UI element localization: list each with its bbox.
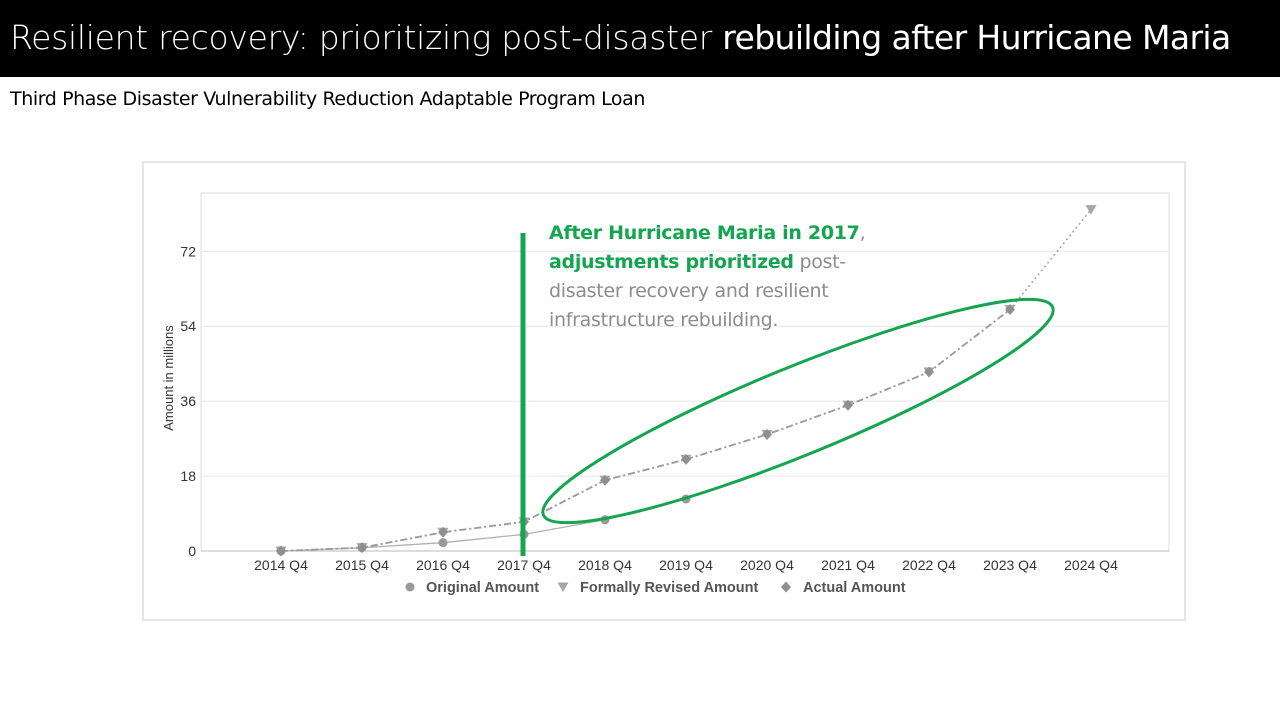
trend-highlight-ellipse bbox=[541, 297, 1055, 525]
x-tick-label-8: 2022 Q4 bbox=[902, 557, 956, 573]
legend-label-2: Actual Amount bbox=[803, 580, 906, 596]
x-tick-label-1: 2015 Q4 bbox=[335, 557, 389, 573]
annotation-bold-1: After Hurricane Maria in 2017 bbox=[549, 222, 860, 244]
y-tick-label-18: 18 bbox=[180, 468, 196, 484]
series-0-point-2 bbox=[438, 538, 448, 548]
y-axis-label: Amount in millions bbox=[161, 325, 176, 431]
slide-title: Resilient recovery: prioritizing post-di… bbox=[10, 18, 1231, 57]
slide-title-part-2: rebuilding after Hurricane Maria bbox=[722, 18, 1231, 57]
series-2-point-1 bbox=[357, 542, 367, 554]
series-2-point-0 bbox=[276, 545, 286, 557]
annotation-comma: , bbox=[859, 222, 866, 244]
legend-marker-0 bbox=[405, 582, 415, 592]
series-line-2 bbox=[280, 308, 1011, 552]
y-tick-label-36: 36 bbox=[180, 393, 196, 409]
series-2-point-9 bbox=[1005, 304, 1015, 316]
legend-label-0: Original Amount bbox=[426, 580, 539, 596]
annotation-text: After Hurricane Maria in 2017, adjustmen… bbox=[549, 219, 869, 335]
legend-layer: Original Amount Formally Revised Amount Ac… bbox=[405, 580, 906, 596]
slide-title-part-1: Resilient recovery: prioritizing post-di… bbox=[10, 18, 713, 57]
series-2-point-5 bbox=[681, 453, 691, 465]
x-tick-label-9: 2023 Q4 bbox=[983, 557, 1037, 573]
legend-marker-1 bbox=[557, 582, 569, 592]
x-tick-label-5: 2019 Q4 bbox=[659, 557, 713, 573]
y-tick-label-0: 0 bbox=[188, 543, 196, 559]
series-2-point-8 bbox=[924, 366, 934, 378]
x-tick-label-3: 2017 Q4 bbox=[497, 557, 551, 573]
title-bar bbox=[0, 0, 1280, 77]
annotation-rest: post-disaster recovery and resilient inf… bbox=[549, 251, 846, 331]
annotation-bold-2: adjustments prioritized bbox=[549, 251, 794, 273]
slide-subtitle: Third Phase Disaster Vulnerability Reduc… bbox=[10, 88, 646, 110]
x-tick-label-6: 2020 Q4 bbox=[740, 557, 794, 573]
series-2-point-2 bbox=[438, 526, 448, 538]
chart-frame bbox=[142, 161, 1186, 621]
x-tick-label-10: 2024 Q4 bbox=[1064, 557, 1118, 573]
legend-marker-2 bbox=[781, 581, 791, 593]
x-tick-label-2: 2016 Q4 bbox=[416, 557, 470, 573]
y-tick-label-72: 72 bbox=[180, 243, 196, 259]
overlay-layer bbox=[520, 233, 1055, 556]
legend-label-1: Formally Revised Amount bbox=[580, 580, 759, 596]
series-2-point-7 bbox=[843, 399, 853, 411]
x-tick-label-7: 2021 Q4 bbox=[821, 557, 875, 573]
x-tick-label-4: 2018 Q4 bbox=[578, 557, 632, 573]
x-tick-label-0: 2014 Q4 bbox=[254, 557, 308, 573]
series-2-point-4 bbox=[600, 474, 610, 486]
y-tick-label-54: 54 bbox=[180, 318, 196, 334]
series-1-point-10 bbox=[1085, 205, 1097, 215]
series-2-point-6 bbox=[762, 428, 772, 440]
series-line-0 bbox=[280, 498, 687, 552]
axis-layer: 0 18 36 54 72 2014 Q4 2015 Q4 2016 Q4 2017 Q4 201… bbox=[161, 243, 1169, 573]
